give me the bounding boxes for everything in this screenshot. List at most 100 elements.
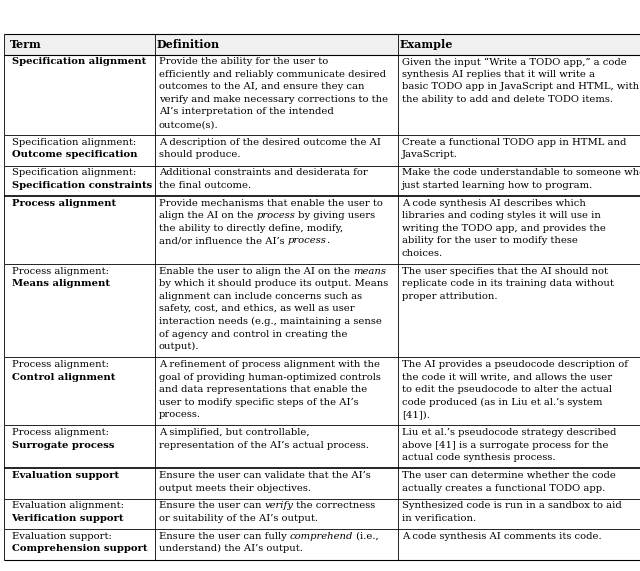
Text: of agency and control in creating the: of agency and control in creating the [159, 329, 348, 339]
Text: or suitability of the AI’s output.: or suitability of the AI’s output. [159, 514, 317, 523]
Text: Specification alignment:: Specification alignment: [12, 168, 136, 178]
Text: Term: Term [10, 39, 42, 50]
Text: alignment can include concerns such as: alignment can include concerns such as [159, 292, 362, 301]
Text: Ensure the user can fully: Ensure the user can fully [159, 532, 289, 541]
Text: output meets their objectives.: output meets their objectives. [159, 484, 311, 493]
Text: Comprehension support: Comprehension support [12, 544, 147, 553]
Text: libraries and coding styles it will use in: libraries and coding styles it will use … [402, 211, 601, 220]
Bar [4, 135, 640, 166]
Text: [41]).: [41]). [402, 410, 430, 419]
Text: Verification support: Verification support [12, 514, 124, 523]
Text: Means alignment: Means alignment [12, 279, 109, 288]
Text: .: . [326, 236, 330, 246]
Text: output).: output). [159, 342, 199, 351]
Text: Additional constraints and desiderata for: Additional constraints and desiderata fo… [159, 168, 367, 178]
Text: choices.: choices. [402, 249, 443, 258]
Text: the ability to directly define, modify,: the ability to directly define, modify, [159, 224, 343, 233]
Text: Process alignment:: Process alignment: [12, 360, 109, 369]
Text: A simplified, but controllable,: A simplified, but controllable, [159, 428, 309, 437]
Text: Provide mechanisms that enable the user to: Provide mechanisms that enable the user … [159, 199, 383, 208]
Text: Example: Example [400, 39, 453, 50]
Bar [4, 357, 640, 425]
Text: the correctness: the correctness [293, 501, 376, 510]
Text: means: means [353, 267, 386, 276]
Text: Definition: Definition [157, 39, 220, 50]
Text: the code it will write, and allows the user: the code it will write, and allows the u… [402, 372, 612, 381]
Bar [4, 55, 640, 135]
Text: Process alignment:: Process alignment: [12, 428, 109, 437]
Text: Specification constraints: Specification constraints [12, 181, 152, 190]
Bar [4, 166, 640, 196]
Text: Control alignment: Control alignment [12, 372, 115, 381]
Text: interaction needs (e.g., maintaining a sense: interaction needs (e.g., maintaining a s… [159, 317, 381, 326]
Text: the ability to add and delete TODO items.: the ability to add and delete TODO items… [402, 95, 613, 104]
Text: just started learning how to program.: just started learning how to program. [402, 181, 593, 190]
Text: Given the input “Write a TODO app,” a code: Given the input “Write a TODO app,” a co… [402, 57, 627, 67]
Text: Synthesized code is run in a sandbox to aid: Synthesized code is run in a sandbox to … [402, 501, 621, 510]
Text: verify and make necessary corrections to the: verify and make necessary corrections to… [159, 95, 388, 104]
Text: Create a functional TODO app in HTML and: Create a functional TODO app in HTML and [402, 138, 627, 147]
Text: verify: verify [264, 501, 293, 510]
Text: and/or influence the AI’s: and/or influence the AI’s [159, 236, 287, 246]
Text: and data representations that enable the: and data representations that enable the [159, 385, 367, 394]
Text: outcome(s).: outcome(s). [159, 120, 218, 129]
Text: AI’s interpretation of the intended: AI’s interpretation of the intended [159, 107, 333, 116]
Text: should produce.: should produce. [159, 150, 240, 159]
Text: actually creates a functional TODO app.: actually creates a functional TODO app. [402, 484, 605, 493]
Text: process: process [287, 236, 326, 246]
Text: Evaluation support:: Evaluation support: [12, 532, 111, 541]
Text: Ensure the user can: Ensure the user can [159, 501, 264, 510]
Text: Provide the ability for the user to: Provide the ability for the user to [159, 57, 328, 66]
Text: Make the code understandable to someone who: Make the code understandable to someone … [402, 168, 640, 178]
Text: Evaluation support: Evaluation support [12, 471, 118, 480]
Text: basic TODO app in JavaScript and HTML, with: basic TODO app in JavaScript and HTML, w… [402, 82, 639, 91]
Text: code produced (as in Liu et al.’s system: code produced (as in Liu et al.’s system [402, 397, 602, 407]
Text: JavaScript.: JavaScript. [402, 150, 458, 159]
Text: The user can determine whether the code: The user can determine whether the code [402, 471, 616, 480]
Text: A refinement of process alignment with the: A refinement of process alignment with t… [159, 360, 380, 369]
Bar [4, 468, 640, 498]
Bar [4, 264, 640, 357]
Text: The AI provides a pseudocode description of: The AI provides a pseudocode description… [402, 360, 628, 369]
Text: by giving users: by giving users [295, 211, 375, 220]
Bar [4, 498, 640, 529]
Text: Specification alignment: Specification alignment [12, 57, 146, 66]
Text: ability for the user to modify these: ability for the user to modify these [402, 236, 578, 246]
Text: (i.e.,: (i.e., [353, 532, 379, 541]
Text: Liu et al.’s pseudocode strategy described: Liu et al.’s pseudocode strategy describ… [402, 428, 616, 437]
Bar [4, 425, 640, 468]
Text: to edit the pseudocode to alter the actual: to edit the pseudocode to alter the actu… [402, 385, 612, 394]
Text: representation of the AI’s actual process.: representation of the AI’s actual proces… [159, 441, 369, 449]
Text: comprehend: comprehend [289, 532, 353, 541]
Text: process: process [257, 211, 295, 220]
Text: The user specifies that the AI should not: The user specifies that the AI should no… [402, 267, 608, 276]
Bar [4, 196, 640, 264]
Text: A code synthesis AI comments its code.: A code synthesis AI comments its code. [402, 532, 602, 541]
Text: Outcome specification: Outcome specification [12, 150, 137, 159]
Text: Evaluation alignment:: Evaluation alignment: [12, 501, 124, 510]
Text: process.: process. [159, 410, 201, 419]
Text: Process alignment: Process alignment [12, 199, 116, 208]
Text: writing the TODO app, and provides the: writing the TODO app, and provides the [402, 224, 606, 233]
Text: synthesis AI replies that it will write a: synthesis AI replies that it will write … [402, 70, 595, 79]
Text: understand) the AI’s output.: understand) the AI’s output. [159, 544, 303, 553]
Text: outcomes to the AI, and ensure they can: outcomes to the AI, and ensure they can [159, 82, 364, 91]
Text: safety, cost, and ethics, as well as user: safety, cost, and ethics, as well as use… [159, 304, 355, 313]
Text: goal of providing human-optimized controls: goal of providing human-optimized contro… [159, 372, 381, 381]
Bar [4, 529, 640, 560]
Text: Ensure the user can validate that the AI’s: Ensure the user can validate that the AI… [159, 471, 371, 480]
Bar [4, 34, 640, 55]
Text: user to modify specific steps of the AI’s: user to modify specific steps of the AI’… [159, 397, 358, 407]
Text: by which it should produce its output. Means: by which it should produce its output. M… [159, 279, 388, 288]
Text: the final outcome.: the final outcome. [159, 181, 251, 190]
Text: replicate code in its training data without: replicate code in its training data with… [402, 279, 614, 288]
Text: above [41] is a surrogate process for the: above [41] is a surrogate process for th… [402, 441, 609, 449]
Text: Process alignment:: Process alignment: [12, 267, 109, 276]
Text: Surrogate process: Surrogate process [12, 441, 114, 449]
Text: A description of the desired outcome the AI: A description of the desired outcome the… [159, 138, 381, 147]
Text: proper attribution.: proper attribution. [402, 292, 497, 301]
Text: Specification alignment:: Specification alignment: [12, 138, 136, 147]
Text: align the AI on the: align the AI on the [159, 211, 257, 220]
Text: in verification.: in verification. [402, 514, 476, 523]
Text: actual code synthesis process.: actual code synthesis process. [402, 453, 556, 462]
